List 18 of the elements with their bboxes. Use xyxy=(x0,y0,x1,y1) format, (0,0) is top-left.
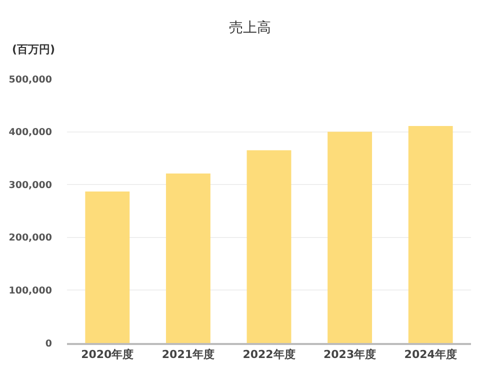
x-tick-label: 2022年度 xyxy=(242,348,296,362)
chart-title: 売上高 xyxy=(229,20,271,36)
x-tick-label: 2024年度 xyxy=(404,348,457,362)
y-tick-label: 0 xyxy=(45,338,52,350)
y-tick-label: 400,000 xyxy=(8,127,52,138)
bar xyxy=(408,126,453,343)
y-tick-label: 100,000 xyxy=(8,286,52,297)
y-tick-label: 300,000 xyxy=(8,180,52,191)
y-tick-label: 200,000 xyxy=(8,232,52,244)
x-tick-label: 2021年度 xyxy=(162,348,215,362)
y-tick-label: 500,000 xyxy=(8,74,52,86)
y-axis-title: (百万円) xyxy=(12,43,56,56)
bar xyxy=(85,191,130,343)
bar xyxy=(328,132,372,343)
x-tick-label: 2020年度 xyxy=(81,348,134,362)
x-tick-label: 2023年度 xyxy=(323,348,376,362)
bar xyxy=(166,174,210,343)
bar xyxy=(246,150,292,343)
